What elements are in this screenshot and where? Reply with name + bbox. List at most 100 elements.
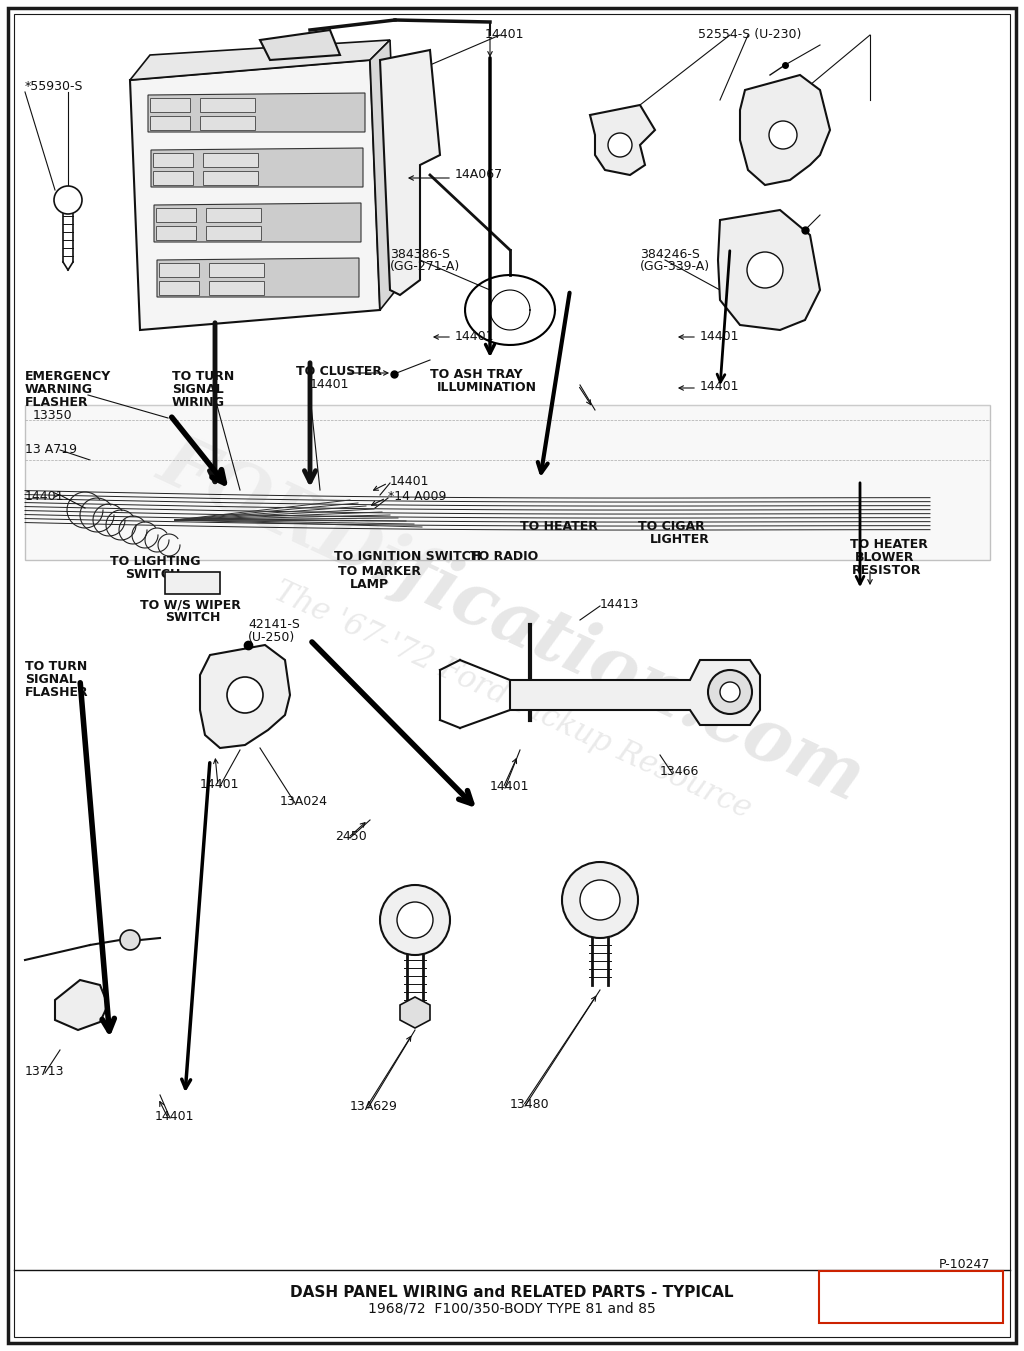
Text: TO IGNITION SWITCH: TO IGNITION SWITCH bbox=[334, 550, 481, 563]
Text: TO W/S WIPER: TO W/S WIPER bbox=[140, 598, 241, 611]
Text: TO TURN: TO TURN bbox=[172, 370, 234, 382]
Circle shape bbox=[380, 885, 450, 955]
FancyBboxPatch shape bbox=[25, 405, 990, 561]
Text: The '67-'72 Ford Pickup Resource: The '67-'72 Ford Pickup Resource bbox=[268, 576, 756, 824]
Text: EMERGENCY: EMERGENCY bbox=[25, 370, 112, 382]
Bar bbox=[165, 571, 220, 594]
Text: SWITCH: SWITCH bbox=[165, 611, 220, 624]
Polygon shape bbox=[157, 258, 359, 297]
Circle shape bbox=[608, 132, 632, 157]
Bar bbox=[203, 172, 258, 185]
Text: FLASHER: FLASHER bbox=[25, 396, 89, 409]
Bar bbox=[209, 263, 264, 277]
Text: LIGHTER: LIGHTER bbox=[650, 534, 710, 546]
Bar bbox=[150, 116, 190, 130]
Polygon shape bbox=[200, 644, 290, 748]
Polygon shape bbox=[370, 41, 400, 309]
Text: (GG-339-A): (GG-339-A) bbox=[640, 259, 710, 273]
Bar bbox=[156, 226, 196, 240]
Polygon shape bbox=[55, 979, 108, 1029]
Circle shape bbox=[580, 880, 620, 920]
Circle shape bbox=[562, 862, 638, 938]
Text: BLOWER: BLOWER bbox=[855, 551, 914, 563]
Text: 1968/72  F100/350-BODY TYPE 81 and 85: 1968/72 F100/350-BODY TYPE 81 and 85 bbox=[368, 1302, 656, 1316]
Polygon shape bbox=[148, 93, 365, 132]
Text: 13466: 13466 bbox=[660, 765, 699, 778]
Text: 14A067: 14A067 bbox=[455, 168, 503, 181]
Bar bbox=[203, 153, 258, 168]
Polygon shape bbox=[590, 105, 655, 176]
Text: ILLUMINATION: ILLUMINATION bbox=[437, 381, 537, 394]
Text: 13480: 13480 bbox=[510, 1098, 550, 1111]
Text: 13A629: 13A629 bbox=[350, 1100, 398, 1113]
Circle shape bbox=[397, 902, 433, 938]
Text: *14 A009: *14 A009 bbox=[388, 490, 446, 503]
Text: 13 A719: 13 A719 bbox=[25, 443, 77, 457]
Text: 13350: 13350 bbox=[33, 409, 73, 422]
Text: TO ASH TRAY: TO ASH TRAY bbox=[430, 367, 522, 381]
Text: SIGNAL: SIGNAL bbox=[25, 673, 77, 686]
Polygon shape bbox=[151, 149, 362, 186]
Text: TO LIGHTING: TO LIGHTING bbox=[110, 555, 201, 567]
Text: LAMP: LAMP bbox=[350, 578, 389, 590]
Text: 13A024: 13A024 bbox=[280, 794, 328, 808]
Polygon shape bbox=[400, 997, 430, 1028]
Text: SWITCH: SWITCH bbox=[125, 567, 180, 581]
Polygon shape bbox=[740, 76, 830, 185]
Text: P-10247: P-10247 bbox=[939, 1258, 990, 1271]
Text: 14401: 14401 bbox=[700, 380, 739, 393]
Polygon shape bbox=[130, 41, 390, 80]
Text: FORDification.com: FORDification.com bbox=[824, 1278, 997, 1296]
Text: 14401: 14401 bbox=[485, 28, 524, 41]
Text: FLASHER: FLASHER bbox=[25, 686, 89, 698]
Bar bbox=[206, 208, 261, 222]
Text: TO CIGAR: TO CIGAR bbox=[638, 520, 705, 534]
Polygon shape bbox=[510, 661, 760, 725]
Text: TO TURN: TO TURN bbox=[25, 661, 87, 673]
Text: 14401: 14401 bbox=[455, 330, 495, 343]
Text: WIRING: WIRING bbox=[172, 396, 225, 409]
Text: RESISTOR: RESISTOR bbox=[852, 563, 922, 577]
Text: SIGNAL: SIGNAL bbox=[172, 382, 224, 396]
Text: 42141-S: 42141-S bbox=[248, 617, 300, 631]
Polygon shape bbox=[260, 30, 340, 59]
Text: 14413: 14413 bbox=[600, 598, 639, 611]
Bar bbox=[209, 281, 264, 295]
Text: *55930-S: *55930-S bbox=[25, 80, 84, 93]
Text: 2450: 2450 bbox=[335, 830, 367, 843]
Circle shape bbox=[769, 122, 797, 149]
Polygon shape bbox=[718, 209, 820, 330]
Text: 14401: 14401 bbox=[390, 476, 429, 488]
Bar bbox=[206, 226, 261, 240]
Polygon shape bbox=[154, 203, 361, 242]
Bar bbox=[153, 153, 193, 168]
Polygon shape bbox=[380, 50, 440, 295]
FancyBboxPatch shape bbox=[819, 1271, 1002, 1323]
Bar bbox=[150, 99, 190, 112]
Circle shape bbox=[227, 677, 263, 713]
Circle shape bbox=[720, 682, 740, 703]
Text: 384386-S: 384386-S bbox=[390, 249, 450, 261]
Text: (GG-271-A): (GG-271-A) bbox=[390, 259, 460, 273]
Text: TO HEATER: TO HEATER bbox=[850, 538, 928, 551]
Text: 14401: 14401 bbox=[700, 330, 739, 343]
Bar bbox=[153, 172, 193, 185]
Bar bbox=[159, 263, 199, 277]
Text: 14401: 14401 bbox=[310, 378, 349, 390]
Text: FORDification.com: FORDification.com bbox=[148, 426, 876, 815]
Text: TO HEATER: TO HEATER bbox=[520, 520, 598, 534]
Text: 384246-S: 384246-S bbox=[640, 249, 699, 261]
Text: DASH PANEL WIRING and RELATED PARTS - TYPICAL: DASH PANEL WIRING and RELATED PARTS - TY… bbox=[290, 1285, 734, 1300]
Text: TO RADIO: TO RADIO bbox=[470, 550, 539, 563]
Bar bbox=[156, 208, 196, 222]
Text: 14401: 14401 bbox=[490, 780, 529, 793]
Bar bbox=[200, 99, 255, 112]
Text: 52554-S (U-230): 52554-S (U-230) bbox=[698, 28, 802, 41]
Text: TO CLUSTER: TO CLUSTER bbox=[296, 365, 382, 378]
Text: WARNING: WARNING bbox=[25, 382, 93, 396]
Text: The '67-'72 Ford Pickup Resource: The '67-'72 Ford Pickup Resource bbox=[830, 1298, 992, 1308]
Text: 14401: 14401 bbox=[25, 490, 65, 503]
Circle shape bbox=[708, 670, 752, 713]
Text: 14401: 14401 bbox=[200, 778, 240, 790]
Circle shape bbox=[746, 253, 783, 288]
